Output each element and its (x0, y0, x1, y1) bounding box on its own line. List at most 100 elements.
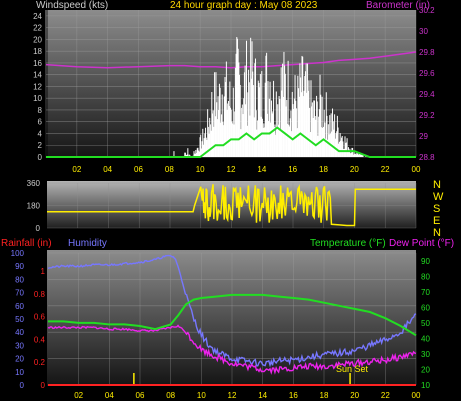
barometer-line (45, 51, 417, 69)
time-tick-label: 08 (166, 391, 175, 400)
time-tick-label: 20 (350, 165, 359, 174)
windspeed-tick-label: 12 (33, 82, 42, 91)
windspeed-tick-label: 2 (38, 141, 43, 150)
humidity-tick-label: 60 (15, 302, 24, 311)
compass-label: W (433, 191, 444, 203)
dewpoint-axis-label: Dew Point (°F) (389, 238, 454, 249)
direction-tick-label: 360 (27, 179, 41, 188)
time-tick-label: 18 (320, 391, 329, 400)
rainfall-axis-label: Rainfall (in) (1, 238, 52, 249)
temperature-tick-label: 50 (421, 319, 430, 328)
time-tick-label: 06 (134, 165, 143, 174)
time-tick-label: 14 (258, 391, 267, 400)
windspeed-tick-label: 8 (38, 106, 43, 115)
mid-data-marks (47, 184, 416, 227)
humidity-tick-label: 20 (15, 355, 24, 364)
time-tick-label: 00 (412, 165, 421, 174)
barometer-axis-ticks: 28.8 29 29.2 29.4 29.6 29.8 30 30.2 (419, 6, 435, 162)
temperature-tick-label: 10 (421, 381, 430, 390)
barometer-tick-label: 29 (419, 132, 428, 141)
humidity-tick-label: 0 (20, 381, 25, 390)
barometer-tick-label: 30 (419, 27, 428, 36)
barometer-tick-label: 29.6 (419, 69, 435, 78)
barometer-tick-label: 28.8 (419, 153, 435, 162)
compass-label: N (433, 227, 441, 239)
compass-label: S (433, 203, 440, 215)
windspeed-tick-label: 24 (33, 12, 42, 21)
rainfall-tick-label: 0 (41, 381, 46, 390)
time-tick-label: 04 (103, 165, 112, 174)
wind-direction-line (47, 184, 416, 227)
humidity-tick-label: 50 (15, 315, 24, 324)
windspeed-axis-label: Windspeed (kts) (36, 0, 108, 11)
windspeed-tick-label: 20 (33, 35, 42, 44)
direction-tick-label: 0 (36, 224, 41, 233)
windspeed-tick-label: 0 (38, 153, 43, 162)
time-tick-label: 02 (72, 165, 81, 174)
compass-label: N (433, 179, 441, 191)
time-tick-label: 06 (136, 391, 145, 400)
wind-direction-panel: 0 180 360 N W S E N (27, 179, 444, 239)
average-wind-line (46, 126, 416, 158)
compass-labels: N W S E N (433, 179, 444, 239)
temperature-axis-ticks: 10 20 30 40 50 60 70 80 90 (421, 257, 430, 390)
barometer-tick-label: 30.2 (419, 6, 435, 15)
time-tick-label: 12 (227, 165, 236, 174)
barometer-tick-label: 29.2 (419, 111, 435, 120)
direction-axis-ticks: 0 180 360 (27, 179, 41, 233)
windspeed-tick-label: 14 (33, 71, 42, 80)
temperature-tick-label: 70 (421, 288, 430, 297)
rainfall-tick-label: 0.6 (34, 313, 46, 322)
humidity-line (47, 254, 417, 368)
humidity-tick-label: 100 (11, 249, 25, 258)
time-tick-label: 18 (319, 165, 328, 174)
time-tick-label: 14 (257, 165, 266, 174)
bottom-time-axis-ticks: 02 04 06 08 10 12 14 16 18 20 22 00 (74, 391, 421, 400)
time-tick-label: 08 (165, 165, 174, 174)
direction-tick-label: 180 (27, 202, 41, 211)
temperature-axis-label: Temperature (°F) (310, 238, 386, 249)
humidity-tick-label: 80 (15, 275, 24, 284)
windspeed-tick-label: 18 (33, 47, 42, 56)
time-tick-label: 04 (105, 391, 114, 400)
page-title: 24 hour graph day : May 08 2023 (170, 0, 318, 11)
top-time-axis-ticks: 02 04 06 08 10 12 14 16 18 20 22 00 (72, 165, 421, 174)
rainfall-tick-label: 0.4 (34, 335, 46, 344)
temperature-tick-label: 90 (421, 257, 430, 266)
temperature-tick-label: 60 (421, 303, 430, 312)
humidity-tick-label: 90 (15, 262, 24, 271)
temperature-tick-label: 80 (421, 272, 430, 281)
rainfall-axis-ticks: 0 0.2 0.4 0.6 0.8 1 (34, 267, 46, 390)
time-tick-label: 16 (289, 391, 298, 400)
time-tick-label: 10 (197, 391, 206, 400)
time-tick-label: 00 (412, 391, 421, 400)
windspeed-tick-label: 6 (38, 118, 43, 127)
time-tick-label: 22 (381, 391, 390, 400)
time-tick-label: 20 (350, 391, 359, 400)
time-tick-label: 02 (74, 391, 83, 400)
windspeed-tick-label: 10 (33, 94, 42, 103)
time-tick-label: 10 (196, 165, 205, 174)
compass-label: E (433, 215, 440, 227)
humidity-tick-label: 40 (15, 328, 24, 337)
top-data-marks (45, 37, 417, 158)
rainfall-tick-label: 0.8 (34, 290, 46, 299)
windspeed-tick-label: 16 (33, 59, 42, 68)
temperature-line (48, 293, 417, 337)
rainfall-tick-label: 0.2 (34, 358, 46, 367)
humidity-tick-label: 30 (15, 341, 24, 350)
temperature-tick-label: 30 (421, 350, 430, 359)
sunset-label: Sun Set (336, 364, 369, 374)
time-tick-label: 22 (381, 165, 390, 174)
bottom-data-marks (47, 254, 417, 386)
barometer-tick-label: 29.4 (419, 90, 435, 99)
barometer-axis-label: Barometer (in) (366, 0, 430, 11)
barometer-tick-label: 29.8 (419, 48, 435, 57)
humidity-axis-label: Humidity (68, 238, 107, 249)
windspeed-tick-label: 4 (38, 129, 43, 138)
windspeed-tick-label: 22 (33, 24, 42, 33)
